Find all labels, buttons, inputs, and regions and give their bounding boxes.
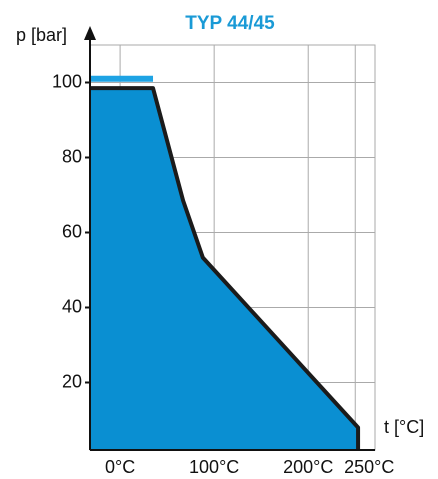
y-tick-label: 40 — [62, 296, 82, 316]
area-line — [90, 86, 361, 450]
area-fill — [90, 88, 359, 450]
x-tick-label: 0°C — [105, 457, 135, 477]
chart-title: TYP 44/45 — [185, 13, 275, 34]
x-axis-label: t [°C] — [384, 417, 424, 437]
x-tick-label: 100°C — [189, 457, 239, 477]
y-tick-label: 80 — [62, 146, 82, 166]
y-tick-label: 100 — [52, 71, 82, 91]
y-tick-label: 20 — [62, 371, 82, 391]
limit-band — [90, 75, 154, 82]
x-tick-label: 250°C — [344, 457, 394, 477]
y-tick-label: 60 — [62, 221, 82, 241]
x-tick-label: 200°C — [283, 457, 333, 477]
y-axis-label: p [bar] — [16, 25, 67, 45]
y-axis-arrow — [84, 26, 96, 40]
